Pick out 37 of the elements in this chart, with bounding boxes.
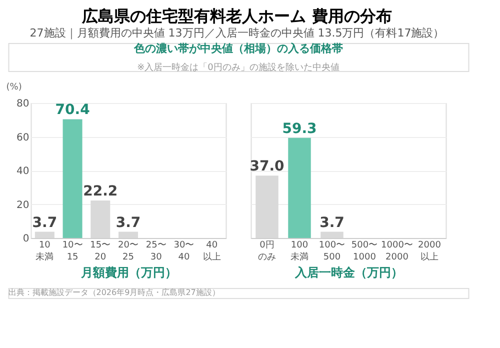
chart-title: 広島県の住宅型有料老人ホーム 費用の分布 [81,6,392,26]
x-tick-label: 2000以上 [418,240,442,262]
x-tick-label: 15〜20 [90,240,111,262]
x-tick-label: 500〜1000 [351,240,378,262]
x-tick-label: 100未満 [290,240,308,262]
data-label: 3.7 [32,214,58,231]
x-tick-label: 40以上 [202,240,221,262]
data-label: 3.7 [320,214,344,231]
x-tick-label: 25〜30 [146,240,166,262]
y-tick-label: 20 [16,200,30,211]
data-label: 3.7 [116,214,141,231]
x-tick-label: 10未満 [36,240,54,262]
bar [118,232,138,238]
bar [62,119,82,238]
x-tick-label: 100〜500 [318,240,346,262]
source-note: 出典：掲載施設データ（2026年9月時点・広島県27施設） [8,288,220,297]
data-label: 59.3 [282,120,317,137]
bar [90,200,110,238]
x-axis-title: 入居一時金（万円） [294,266,403,280]
y-tick-label: 40 [16,166,30,177]
x-tick-label: 20〜25 [118,240,138,262]
x-axis-title: 月額費用（万円） [80,266,177,280]
x-tick-label: 30〜40 [174,240,194,262]
data-label: 37.0 [250,158,285,175]
data-label: 22.2 [83,184,118,200]
bar [34,232,54,238]
x-tick-label: 1000〜2000 [381,240,413,262]
y-tick-label: 0 [22,234,30,244]
x-tick-label: 0円のみ [258,240,276,262]
y-tick-label: 80 [16,98,30,110]
text: ※入居一時金は「0円のみ」の施設を除いた中央値 [137,62,340,73]
x-tick-label: 10〜15 [62,240,83,262]
y-axis-title: (%) [6,82,22,92]
data-label: 70.4 [55,102,90,118]
text: 色の濃い帯が中央値（相場）の入る価格帯 [132,42,343,55]
y-tick-label: 60 [16,132,30,144]
chart-subtitle: 27施設｜月額費用の中央値 13万円／入居一時金の中央値 13.5万円（有料17施設） [30,26,444,40]
